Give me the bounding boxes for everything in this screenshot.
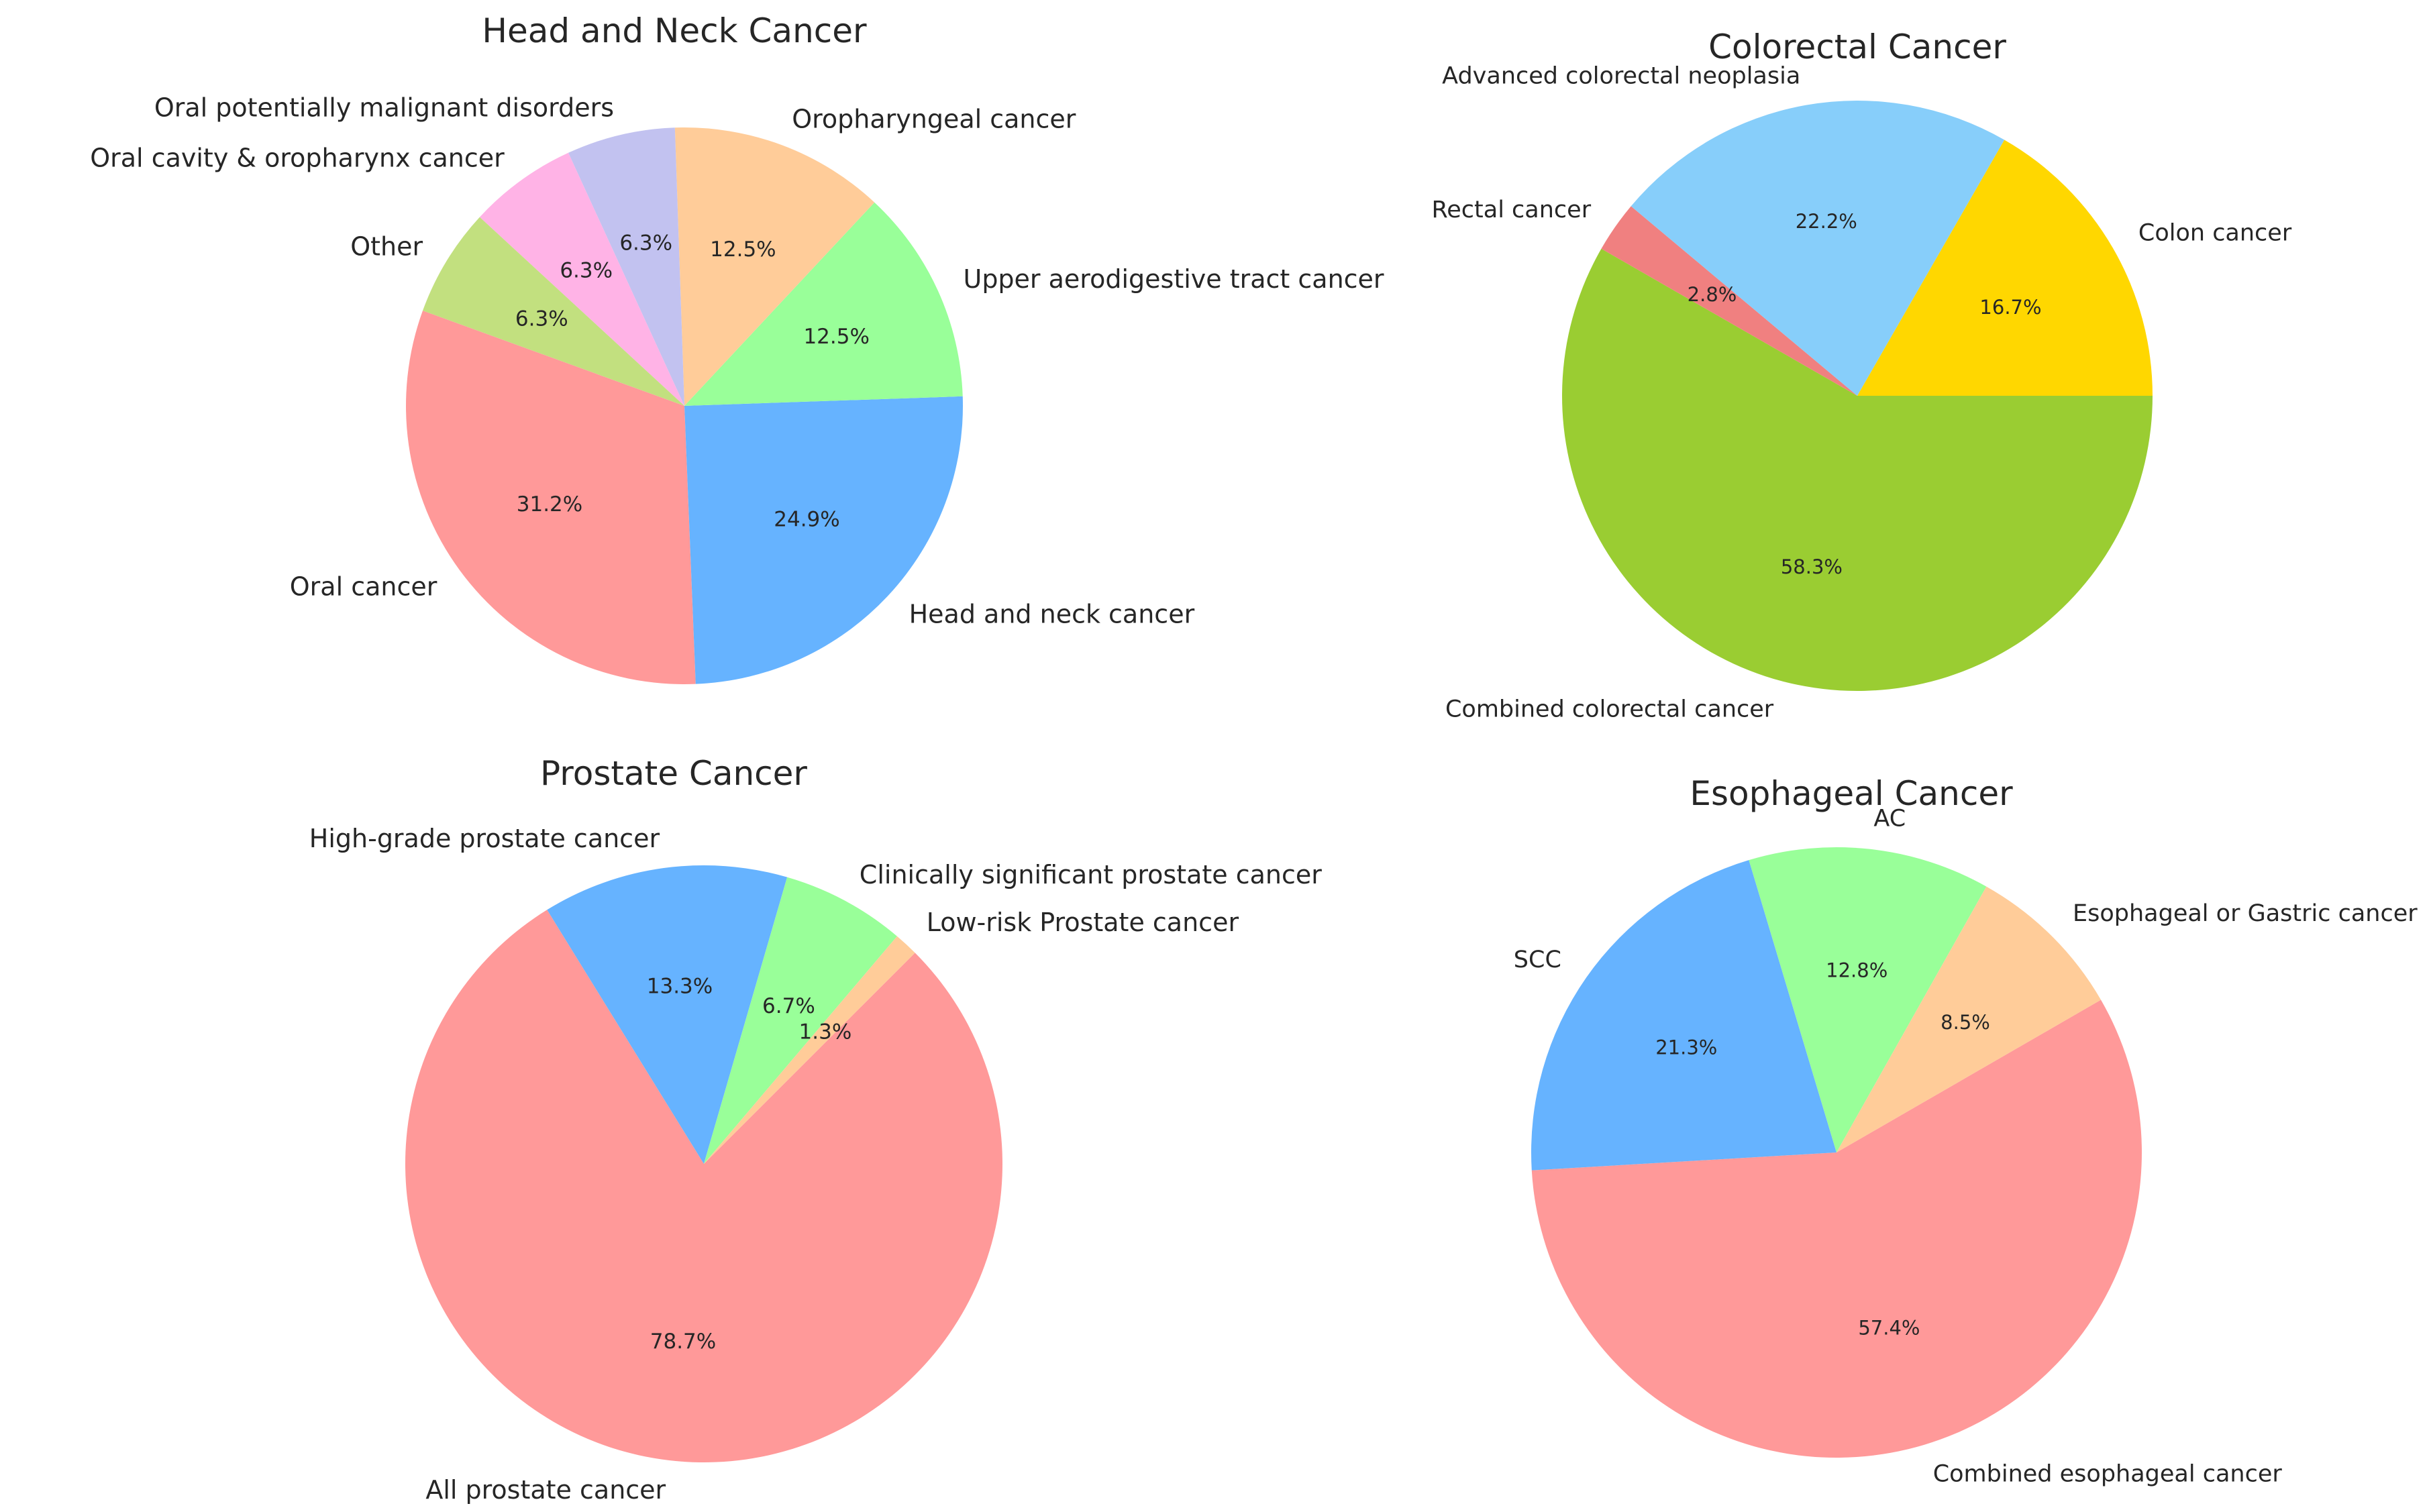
pie-percent-label: 6.7%: [762, 994, 815, 1018]
pie-slice-label: Esophageal or Gastric cancer: [2073, 900, 2418, 927]
pie-percent-label: 6.3%: [560, 259, 613, 283]
pie-slice-label: All prostate cancer: [425, 1475, 666, 1505]
pie-percent-label: 16.7%: [1979, 296, 2041, 319]
pie-percent-label: 58.3%: [1781, 555, 1843, 578]
pie-slice-combined-colorectal-cancer: [1562, 248, 2153, 692]
pie-percent-label: 12.8%: [1826, 959, 1887, 982]
pie-slice-ac: [1749, 847, 1987, 1152]
pie-slice-combined-esophageal-cancer: [1531, 1000, 2142, 1458]
pie-slice-upper-aerodigestive-tract-cancer: [684, 202, 963, 406]
chart-head-and-neck: Head and Neck Cancer 31.2% 24.9% 12.5% 12.5…: [90, 11, 1384, 684]
pie-percent-label: 6.3%: [515, 307, 568, 331]
pie-percent-label: 13.3%: [647, 974, 713, 998]
pie-percent-label: 12.5%: [803, 325, 869, 349]
pie-slices: [1531, 847, 2142, 1458]
pie-slice-label: Combined colorectal cancer: [1445, 696, 1774, 723]
pie-slice-label: Advanced colorectal neoplasia: [1442, 63, 1800, 90]
pie-slice-high-grade-prostate-cancer: [547, 865, 788, 1164]
pie-slice-label: Oral potentially malignant disorders: [154, 93, 614, 123]
pie-percent-label: 6.3%: [619, 231, 672, 256]
pie-slice-label: Colon cancer: [2138, 220, 2292, 247]
pie-slice-colon-cancer: [1857, 140, 2153, 396]
pie-slice-head-and-neck-cancer: [684, 396, 964, 684]
pie-percent-label: 57.4%: [1858, 1317, 1920, 1340]
pie-slices: [405, 865, 1002, 1463]
chart-colorectal: Colorectal Cancer 58.3% 2.8% 22.2% 16.7% Co…: [1432, 28, 2292, 723]
pie-slice-label: Head and neck cancer: [909, 600, 1195, 629]
pie-slice-label: Rectal cancer: [1432, 197, 1592, 223]
chart-prostate: Prostate Cancer 78.7% 13.3% 6.7%1.3% All p…: [309, 754, 1323, 1505]
pie-slices: [1562, 101, 2153, 692]
pie-slice-oral-cavity-and-oropharynx-cancer: [479, 152, 684, 407]
pie-percent-labels: 58.3% 2.8% 22.2% 16.7%: [1688, 210, 2042, 578]
pie-slice-label: Oral cavity & oropharynx cancer: [90, 144, 505, 173]
chart-esophageal: Esophageal Cancer 57.4% 21.3% 12.8% 8.5% Co…: [1514, 774, 2418, 1487]
pie-percent-label: 2.8%: [1688, 283, 1737, 306]
pie-percent-label: 31.2%: [517, 492, 582, 517]
pie-slice-labels: All prostate cancer High-grade prostate c…: [309, 824, 1323, 1505]
pie-percent-labels: 78.7% 13.3% 6.7%1.3%: [647, 974, 852, 1354]
pie-percent-label: 1.3%: [799, 1020, 852, 1044]
pie-percent-label: 22.2%: [1796, 210, 1857, 233]
pie-slice-rectal-cancer: [1601, 206, 1857, 396]
pie-slice-oral-cancer: [406, 311, 696, 684]
pie-slice-oropharyngeal-cancer: [674, 127, 875, 406]
pie-slice-advanced-colorectal-neoplasia: [1631, 101, 2005, 396]
pie-slice-label: Upper aerodigestive tract cancer: [964, 264, 1384, 294]
pie-slice-label: SCC: [1514, 947, 1561, 973]
pie-slice-label: Low-risk Prostate cancer: [927, 908, 1239, 937]
pie-slice-label: High-grade prostate cancer: [309, 824, 660, 853]
pie-percent-labels: 31.2%24.9%12.5%12.5%6.3%6.3%6.3%: [515, 231, 870, 532]
pie-slice-esophageal-or-gastric-cancer: [1837, 886, 2102, 1152]
pie-slice-labels: Combined colorectal cancer Rectal cancer A…: [1432, 63, 2292, 723]
pie-slice-labels: Oral cancer Head and neck cancer Upper aer…: [90, 93, 1384, 629]
pie-slice-oral-potentially-malignant-disorders: [568, 127, 684, 407]
pie-slice-label: Oral cancer: [290, 572, 437, 601]
chart-title: Colorectal Cancer: [1708, 28, 2006, 66]
pie-percent-label: 24.9%: [774, 507, 839, 531]
pie-slice-label: Other: [350, 232, 423, 262]
pie-slice-clinically-significant-prostate-cancer: [704, 877, 897, 1164]
pie-percent-label: 21.3%: [1655, 1036, 1717, 1059]
pie-slice-other: [423, 217, 684, 406]
pie-slice-labels: Combined esophageal cancer SCC AC Esophagea…: [1514, 806, 2418, 1488]
pie-slice-label: Clinically significant prostate cancer: [860, 860, 1322, 889]
pie-slice-all-prostate-cancer: [405, 910, 1002, 1463]
pie-slice-label: Combined esophageal cancer: [1933, 1460, 2283, 1487]
chart-title: Prostate Cancer: [540, 754, 807, 793]
pie-slice-scc: [1531, 860, 1837, 1171]
pie-percent-label: 78.7%: [650, 1330, 716, 1354]
chart-title: Head and Neck Cancer: [482, 11, 867, 50]
pie-slice-label: Oropharyngeal cancer: [792, 105, 1076, 134]
pie-percent-label: 12.5%: [710, 237, 776, 262]
chart-title: Esophageal Cancer: [1690, 774, 2013, 813]
pie-slice-label: AC: [1873, 806, 1906, 832]
pie-percent-labels: 57.4% 21.3% 12.8% 8.5%: [1655, 959, 1990, 1340]
pie-slices: [406, 127, 964, 684]
pie-slice-low-risk-prostate-cancer: [704, 936, 915, 1164]
pie-percent-label: 8.5%: [1941, 1011, 1990, 1034]
